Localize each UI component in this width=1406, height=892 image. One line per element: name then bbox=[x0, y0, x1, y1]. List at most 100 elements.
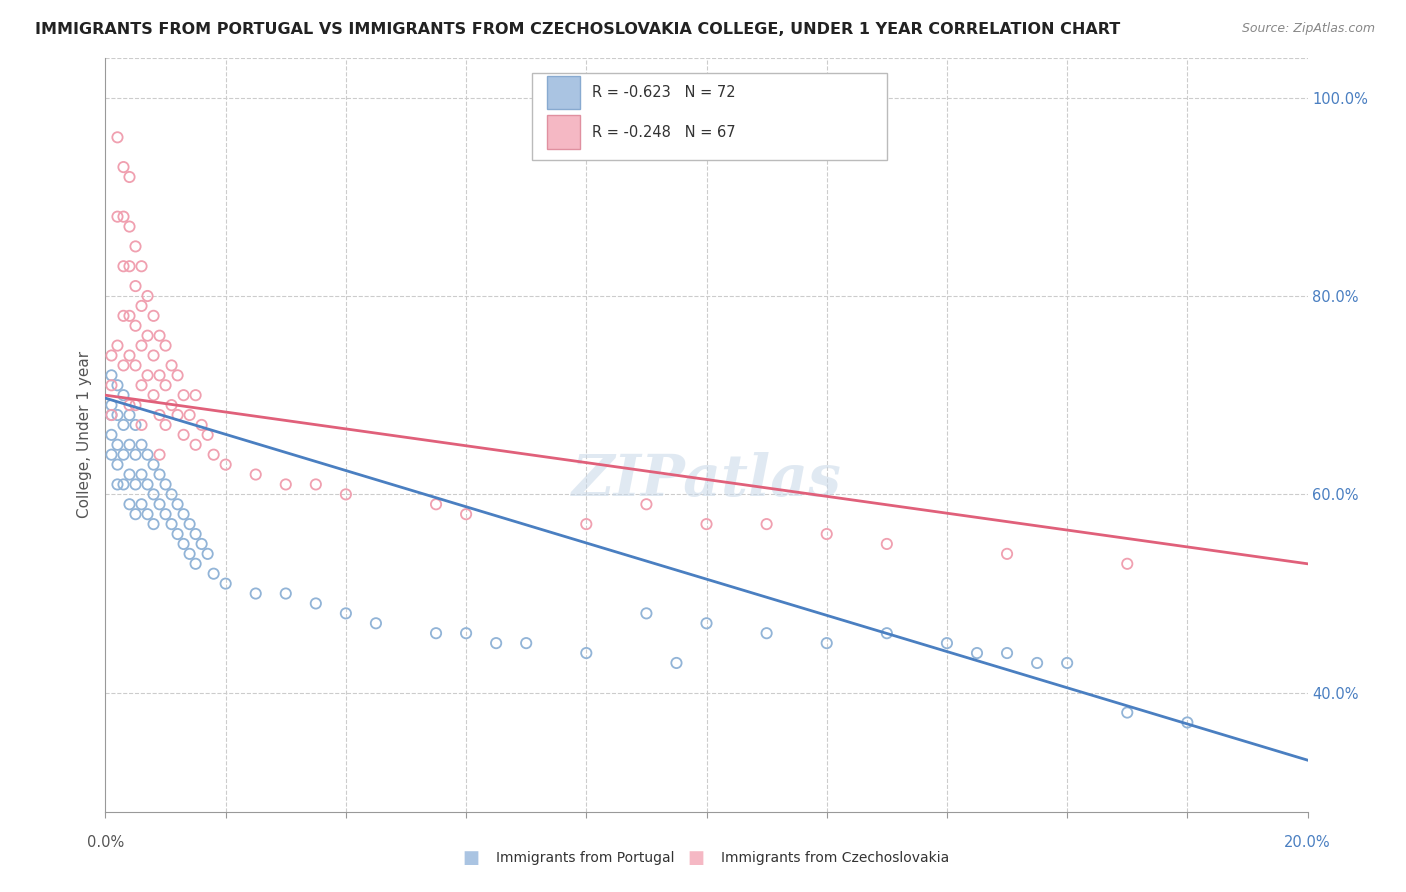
Point bbox=[100, 427, 122, 442]
Point bbox=[118, 438, 141, 452]
Point bbox=[515, 636, 537, 650]
Point bbox=[142, 517, 165, 532]
Point bbox=[160, 398, 183, 412]
Point bbox=[148, 448, 170, 462]
Point bbox=[815, 636, 838, 650]
Point bbox=[100, 408, 122, 422]
Point bbox=[131, 378, 153, 392]
Point bbox=[107, 378, 129, 392]
Point bbox=[136, 477, 159, 491]
Point bbox=[107, 408, 129, 422]
Point bbox=[118, 169, 141, 184]
Bar bbox=[547, 115, 581, 149]
Point bbox=[124, 448, 146, 462]
Point bbox=[142, 388, 165, 402]
Point bbox=[112, 388, 135, 402]
Point bbox=[107, 458, 129, 472]
Point bbox=[107, 477, 129, 491]
Point bbox=[107, 438, 129, 452]
Text: ■: ■ bbox=[688, 849, 704, 867]
Point bbox=[197, 427, 219, 442]
Text: 0.0%: 0.0% bbox=[87, 836, 124, 850]
FancyBboxPatch shape bbox=[533, 73, 887, 160]
Point bbox=[184, 388, 207, 402]
Text: Immigrants from Czechoslovakia: Immigrants from Czechoslovakia bbox=[721, 851, 949, 865]
Point bbox=[155, 338, 177, 352]
Point bbox=[696, 517, 718, 532]
Point bbox=[876, 626, 898, 640]
Point bbox=[160, 487, 183, 501]
Point bbox=[696, 616, 718, 631]
Point bbox=[131, 299, 153, 313]
Point bbox=[1056, 656, 1078, 670]
Point bbox=[1116, 706, 1139, 720]
Point bbox=[100, 378, 122, 392]
Point bbox=[245, 467, 267, 482]
Point bbox=[131, 259, 153, 273]
Point bbox=[136, 507, 159, 521]
Point bbox=[124, 359, 146, 373]
Point bbox=[485, 636, 508, 650]
Point bbox=[142, 349, 165, 363]
Text: Source: ZipAtlas.com: Source: ZipAtlas.com bbox=[1241, 22, 1375, 36]
Point bbox=[107, 130, 129, 145]
Point bbox=[184, 438, 207, 452]
Point bbox=[155, 507, 177, 521]
Bar bbox=[547, 76, 581, 110]
Point bbox=[1175, 715, 1198, 730]
Point bbox=[173, 427, 195, 442]
Point bbox=[184, 527, 207, 541]
Point bbox=[112, 309, 135, 323]
Point bbox=[936, 636, 959, 650]
Point bbox=[166, 408, 188, 422]
Point bbox=[148, 328, 170, 343]
Point bbox=[173, 537, 195, 551]
Point bbox=[118, 219, 141, 234]
Point bbox=[131, 417, 153, 432]
Point bbox=[636, 607, 658, 621]
Point bbox=[197, 547, 219, 561]
Point bbox=[1026, 656, 1049, 670]
Point bbox=[166, 527, 188, 541]
Point bbox=[107, 338, 129, 352]
Point bbox=[305, 597, 328, 611]
Text: Immigrants from Portugal: Immigrants from Portugal bbox=[496, 851, 675, 865]
Point bbox=[179, 547, 201, 561]
Point bbox=[755, 626, 778, 640]
Point bbox=[118, 349, 141, 363]
Point bbox=[425, 497, 447, 511]
Point bbox=[142, 309, 165, 323]
Point bbox=[131, 438, 153, 452]
Point bbox=[876, 537, 898, 551]
Y-axis label: College, Under 1 year: College, Under 1 year bbox=[77, 351, 93, 518]
Point bbox=[155, 417, 177, 432]
Point bbox=[995, 547, 1018, 561]
Point bbox=[995, 646, 1018, 660]
Point bbox=[184, 557, 207, 571]
Point bbox=[131, 497, 153, 511]
Text: R = -0.623   N = 72: R = -0.623 N = 72 bbox=[592, 85, 735, 100]
Point bbox=[190, 537, 212, 551]
Point bbox=[124, 279, 146, 293]
Point bbox=[112, 259, 135, 273]
Point bbox=[173, 388, 195, 402]
Point bbox=[124, 477, 146, 491]
Point bbox=[112, 210, 135, 224]
Point bbox=[815, 527, 838, 541]
Point bbox=[148, 467, 170, 482]
Point bbox=[190, 417, 212, 432]
Point bbox=[636, 497, 658, 511]
Point bbox=[179, 408, 201, 422]
Point bbox=[160, 517, 183, 532]
Point bbox=[966, 646, 988, 660]
Text: IMMIGRANTS FROM PORTUGAL VS IMMIGRANTS FROM CZECHOSLOVAKIA COLLEGE, UNDER 1 YEAR: IMMIGRANTS FROM PORTUGAL VS IMMIGRANTS F… bbox=[35, 22, 1121, 37]
Point bbox=[454, 626, 477, 640]
Point bbox=[160, 359, 183, 373]
Point bbox=[335, 487, 357, 501]
Point bbox=[1116, 557, 1139, 571]
Point bbox=[112, 359, 135, 373]
Point bbox=[100, 368, 122, 383]
Point bbox=[112, 448, 135, 462]
Point bbox=[142, 487, 165, 501]
Text: ■: ■ bbox=[463, 849, 479, 867]
